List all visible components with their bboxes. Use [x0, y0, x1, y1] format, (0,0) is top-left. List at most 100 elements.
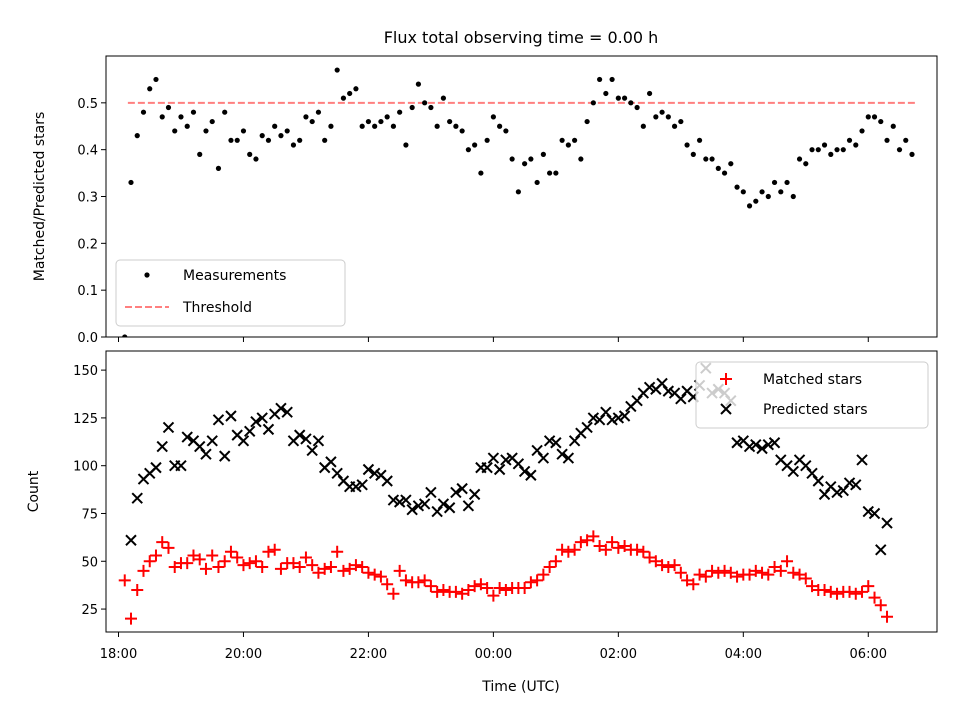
- measurement-point: [503, 128, 509, 134]
- measurement-point: [815, 147, 821, 153]
- measurement-point: [359, 123, 365, 129]
- matched-stars-point: [606, 536, 619, 549]
- measurement-point: [459, 128, 465, 134]
- matched-stars-point: [306, 559, 319, 572]
- matched-stars-point: [612, 541, 625, 554]
- y-tick-label: 125: [73, 412, 98, 427]
- matched-stars-point: [324, 561, 337, 574]
- measurement-point: [184, 123, 190, 129]
- matched-stars-point: [881, 610, 894, 623]
- measurement-point: [272, 123, 278, 129]
- y-tick-label: 0.5: [77, 97, 98, 112]
- measurement-point: [559, 137, 565, 143]
- plot-area: [122, 67, 916, 337]
- figure-title: Flux total observing time = 0.00 h: [384, 28, 659, 47]
- matched-stars-point: [774, 564, 787, 577]
- matched-stars-point: [631, 543, 644, 556]
- measurement-point: [703, 156, 709, 162]
- measurement-point: [365, 118, 372, 125]
- predicted-stars-point: [456, 482, 468, 495]
- predicted-stars-point: [381, 475, 393, 487]
- measurement-point: [134, 133, 140, 139]
- y-tick-label: 50: [81, 555, 98, 570]
- predicted-stars-point: [443, 502, 456, 514]
- predicted-stars-point: [243, 425, 256, 437]
- matched-stars-point: [131, 583, 144, 596]
- measurement-point: [253, 156, 259, 162]
- measurement-point: [646, 90, 653, 97]
- predicted-stars-point: [225, 410, 237, 422]
- matched-stars-point: [412, 576, 425, 589]
- measurement-point: [197, 151, 203, 157]
- predicted-stars-point: [762, 438, 775, 451]
- predicted-stars-point: [618, 410, 631, 422]
- matched-stars-point: [862, 580, 875, 593]
- x-tick-label: 04:00: [725, 647, 762, 662]
- matched-stars-point: [381, 578, 394, 591]
- predicted-stars-point: [418, 498, 431, 510]
- matched-stars-point: [712, 566, 725, 579]
- measurement-point: [878, 118, 884, 125]
- matched-stars-point: [693, 568, 706, 581]
- measurement-point: [709, 156, 715, 162]
- matched-stars-point: [637, 545, 650, 558]
- predicted-stars-point: [200, 448, 212, 460]
- measurement-point: [896, 147, 903, 153]
- legend: Matched stars Predicted stars: [695, 361, 929, 429]
- predicted-stars-point: [850, 479, 862, 491]
- matched-stars-point: [874, 599, 887, 612]
- measurement-point: [809, 147, 815, 153]
- predicted-stars-point: [162, 421, 175, 434]
- matched-stars-point: [118, 574, 131, 587]
- matched-stars-point: [349, 559, 362, 572]
- matched-stars-point: [581, 534, 594, 547]
- predicted-stars-point: [306, 444, 318, 457]
- matched-stars-point: [237, 559, 250, 572]
- plot-area: [118, 362, 894, 625]
- predicted-stars-point: [325, 456, 337, 468]
- matched-stars-point: [781, 555, 794, 568]
- measurement-point: [671, 123, 678, 129]
- x-tick-label: 22:00: [350, 647, 387, 662]
- matched-stars-point: [143, 555, 156, 568]
- measurement-point: [209, 118, 215, 125]
- measurement-point: [165, 104, 172, 111]
- matched-stars-point: [256, 561, 269, 574]
- measurement-point: [509, 156, 515, 162]
- measurement-point: [222, 109, 228, 115]
- measurement-point: [528, 156, 534, 162]
- measurement-point: [846, 137, 853, 143]
- measurement-point: [153, 76, 159, 83]
- matched-stars-point: [287, 557, 300, 570]
- matched-stars-point: [431, 585, 444, 598]
- matched-stars-point: [481, 582, 494, 595]
- measurement-point: [328, 123, 334, 129]
- y-tick-label: 0.4: [77, 144, 98, 159]
- matched-stars-point: [312, 566, 325, 579]
- matched-stars-point: [618, 539, 631, 552]
- predicted-stars-point: [662, 385, 675, 397]
- matched-stars-point: [587, 530, 600, 543]
- predicted-stars-point: [219, 450, 231, 462]
- measurement-point: [415, 81, 422, 87]
- predicted-stars-point: [862, 505, 874, 518]
- measurement-point: [322, 137, 328, 143]
- predicted-stars-point: [606, 414, 618, 426]
- measurement-point: [572, 137, 578, 143]
- predicted-stars-point: [581, 421, 593, 434]
- predicted-stars-point: [237, 435, 250, 447]
- legend-label-measurements: Measurements: [183, 268, 286, 284]
- predicted-stars-point: [537, 452, 550, 464]
- x-tick-label: 18:00: [100, 647, 137, 662]
- predicted-stars-point: [831, 486, 843, 499]
- matched-stars-point: [762, 568, 775, 581]
- predicted-stars-point: [362, 463, 375, 476]
- predicted-stars-point: [612, 412, 625, 424]
- matched-stars-point: [824, 585, 837, 598]
- matched-stars-point: [474, 578, 487, 591]
- y-tick-label: 100: [73, 460, 98, 475]
- y-axis-label: Matched/Predicted stars: [32, 112, 48, 282]
- matched-stars-point: [268, 543, 281, 556]
- matched-stars-point: [231, 551, 244, 564]
- y-tick-label: 75: [81, 507, 98, 522]
